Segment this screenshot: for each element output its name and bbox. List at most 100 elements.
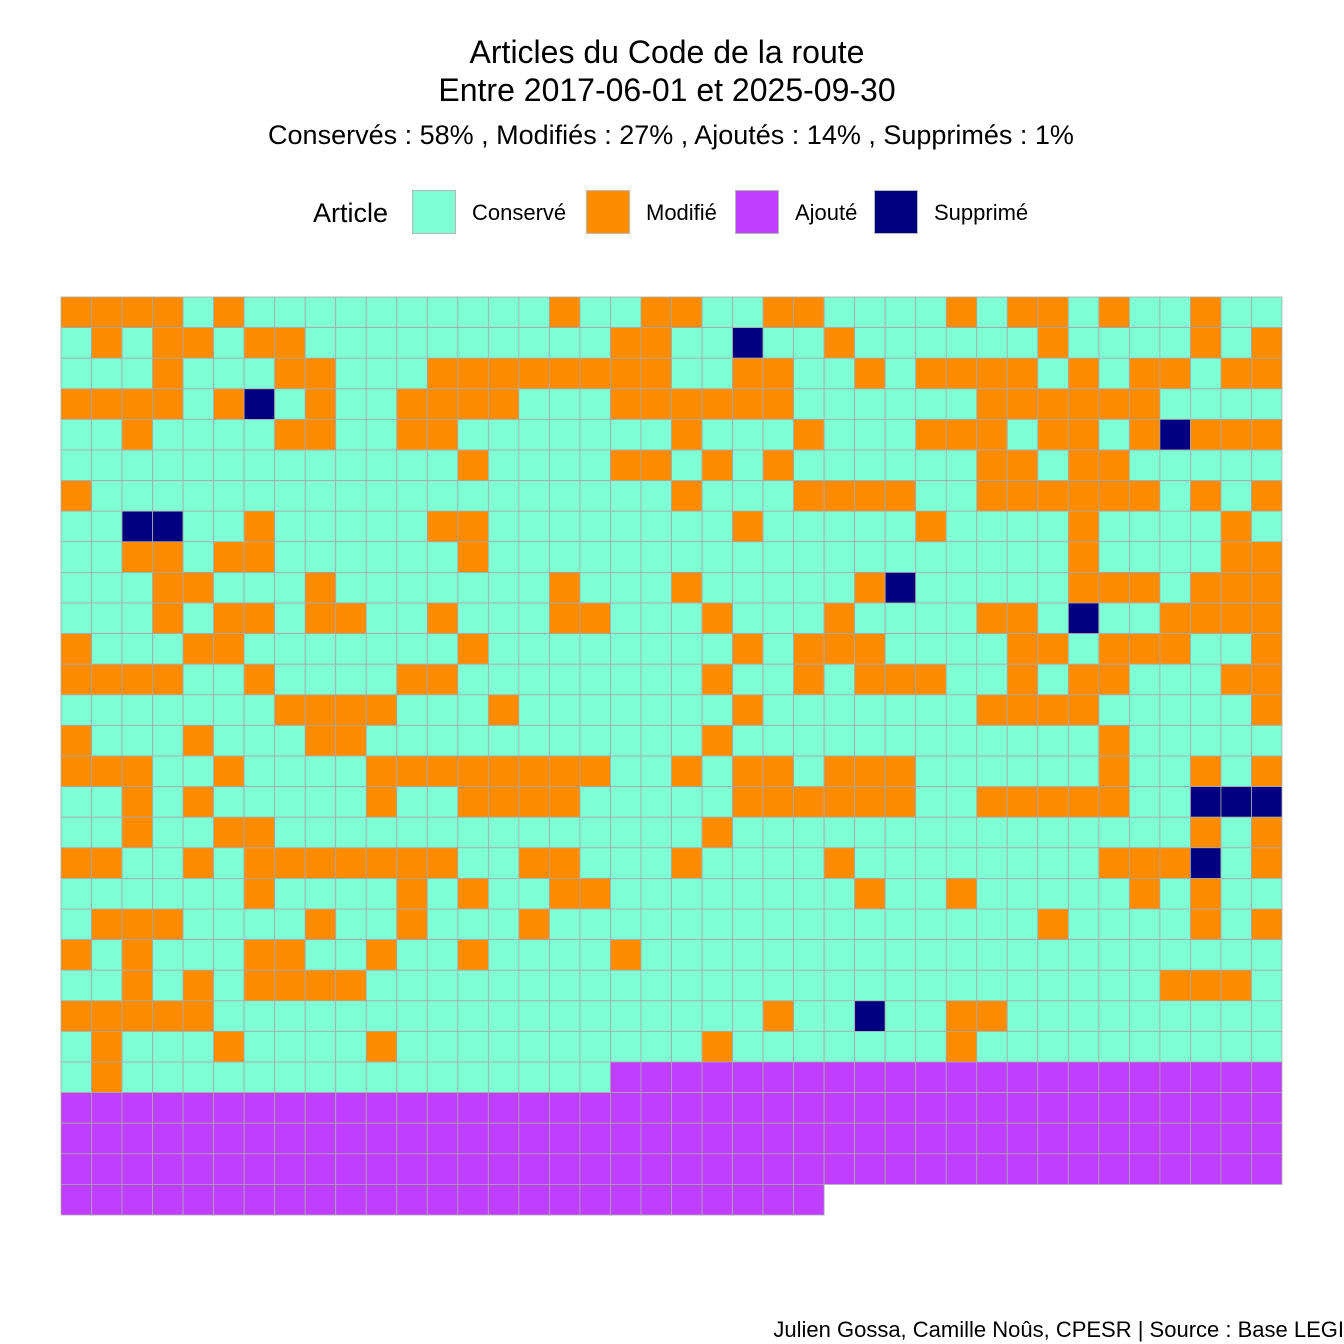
waffle-cell-ajouté xyxy=(365,1122,398,1155)
waffle-cell-conservé xyxy=(671,969,703,1002)
waffle-cell-supprimé xyxy=(121,510,153,543)
waffle-cell-conservé xyxy=(1190,694,1222,726)
waffle-cell-conservé xyxy=(793,572,825,604)
waffle-cell-modifié xyxy=(152,663,184,696)
waffle-cell-conservé xyxy=(1251,449,1283,482)
waffle-cell-ajouté xyxy=(945,1122,978,1155)
waffle-cell-conservé xyxy=(549,388,581,420)
waffle-cell-conservé xyxy=(213,878,245,910)
waffle-cell-modifié xyxy=(426,357,459,390)
waffle-cell-modifié xyxy=(1190,418,1222,451)
waffle-cell-conservé xyxy=(518,939,550,971)
waffle-cell-conservé xyxy=(335,572,367,604)
waffle-cell-modifié xyxy=(1037,480,1069,512)
waffle-cell-conservé xyxy=(1098,939,1130,971)
waffle-cell-modifié xyxy=(762,786,794,818)
waffle-cell-modifié xyxy=(762,449,794,482)
waffle-cell-conservé xyxy=(915,969,947,1002)
waffle-cell-conservé xyxy=(640,878,672,910)
waffle-cell-conservé xyxy=(1220,449,1252,482)
waffle-cell-conservé xyxy=(945,847,978,879)
waffle-cell-conservé xyxy=(426,939,459,971)
waffle-cell-conservé xyxy=(1006,572,1039,604)
waffle-cell-conservé xyxy=(396,694,428,726)
waffle-cell-conservé xyxy=(365,878,398,910)
waffle-cell-conservé xyxy=(976,847,1008,879)
waffle-cell-conservé xyxy=(854,418,886,451)
waffle-cell-conservé xyxy=(549,1061,581,1094)
waffle-cell-conservé xyxy=(1037,572,1069,604)
waffle-cell-conservé xyxy=(1251,939,1283,971)
waffle-cell-modifié xyxy=(701,602,733,635)
waffle-cell-supprimé xyxy=(243,388,276,420)
waffle-cell-conservé xyxy=(274,541,306,573)
waffle-cell-conservé xyxy=(60,969,92,1002)
waffle-cell-conservé xyxy=(1251,878,1283,910)
waffle-cell-modifié xyxy=(365,786,398,818)
waffle-cell-conservé xyxy=(579,418,611,451)
waffle-cell-ajouté xyxy=(854,1061,886,1094)
waffle-cell-modifié xyxy=(304,418,337,451)
waffle-cell-modifié xyxy=(60,939,92,971)
waffle-cell-ajouté xyxy=(1037,1061,1069,1094)
waffle-cell-modifié xyxy=(854,878,886,910)
waffle-cell-modifié xyxy=(1159,847,1191,879)
waffle-cell-conservé xyxy=(518,327,550,359)
waffle-cell-modifié xyxy=(274,939,306,971)
waffle-cell-modifié xyxy=(91,296,123,329)
waffle-cell-ajouté xyxy=(152,1184,184,1216)
waffle-cell-conservé xyxy=(1251,388,1283,420)
waffle-cell-conservé xyxy=(549,969,581,1002)
waffle-cell-modifié xyxy=(1190,908,1222,941)
waffle-cell-modifié xyxy=(915,510,947,543)
waffle-cell-ajouté xyxy=(701,1184,733,1216)
waffle-cell-modifié xyxy=(60,296,92,329)
waffle-cell-modifié xyxy=(396,755,428,788)
waffle-cell-conservé xyxy=(579,510,611,543)
waffle-cell-modifié xyxy=(1251,663,1283,696)
waffle-cell-conservé xyxy=(976,510,1008,543)
waffle-cell-conservé xyxy=(945,786,978,818)
waffle-cell-conservé xyxy=(610,878,642,910)
waffle-cell-conservé xyxy=(549,418,581,451)
waffle-cell-conservé xyxy=(518,510,550,543)
waffle-cell-conservé xyxy=(823,510,856,543)
waffle-cell-conservé xyxy=(732,449,764,482)
waffle-cell-conservé xyxy=(1159,541,1191,573)
waffle-cell-ajouté xyxy=(121,1153,153,1185)
waffle-cell-ajouté xyxy=(701,1153,733,1185)
waffle-cell-conservé xyxy=(426,1000,459,1032)
waffle-cell-ajouté xyxy=(1067,1122,1100,1155)
waffle-cell-ajouté xyxy=(304,1153,337,1185)
waffle-cell-conservé xyxy=(487,449,520,482)
waffle-cell-conservé xyxy=(91,939,123,971)
waffle-cell-conservé xyxy=(640,541,672,573)
waffle-cell-modifié xyxy=(1251,480,1283,512)
waffle-cell-conservé xyxy=(396,480,428,512)
waffle-cell-modifié xyxy=(182,847,215,879)
waffle-cell-conservé xyxy=(426,541,459,573)
waffle-cell-ajouté xyxy=(1098,1061,1130,1094)
waffle-cell-ajouté xyxy=(274,1092,306,1124)
waffle-cell-ajouté xyxy=(121,1092,153,1124)
legend-key-conserve xyxy=(412,190,456,234)
waffle-cell-conservé xyxy=(457,969,489,1002)
waffle-cell-modifié xyxy=(976,357,1008,390)
waffle-cell-conservé xyxy=(610,510,642,543)
waffle-cell-conservé xyxy=(1128,1031,1161,1063)
waffle-cell-ajouté xyxy=(1220,1122,1252,1155)
waffle-cell-conservé xyxy=(243,1061,276,1094)
waffle-cell-conservé xyxy=(610,969,642,1002)
waffle-cell-modifié xyxy=(60,663,92,696)
waffle-cell-conservé xyxy=(1098,908,1130,941)
waffle-cell-conservé xyxy=(182,418,215,451)
waffle-cell-conservé xyxy=(1220,694,1252,726)
waffle-cell-conservé xyxy=(549,480,581,512)
waffle-cell-modifié xyxy=(1128,418,1161,451)
waffle-cell-ajouté xyxy=(457,1153,489,1185)
waffle-cell-modifié xyxy=(396,663,428,696)
waffle-cell-modifié xyxy=(976,786,1008,818)
waffle-cell-modifié xyxy=(945,1000,978,1032)
waffle-cell-conservé xyxy=(1251,1031,1283,1063)
waffle-cell-conservé xyxy=(335,939,367,971)
